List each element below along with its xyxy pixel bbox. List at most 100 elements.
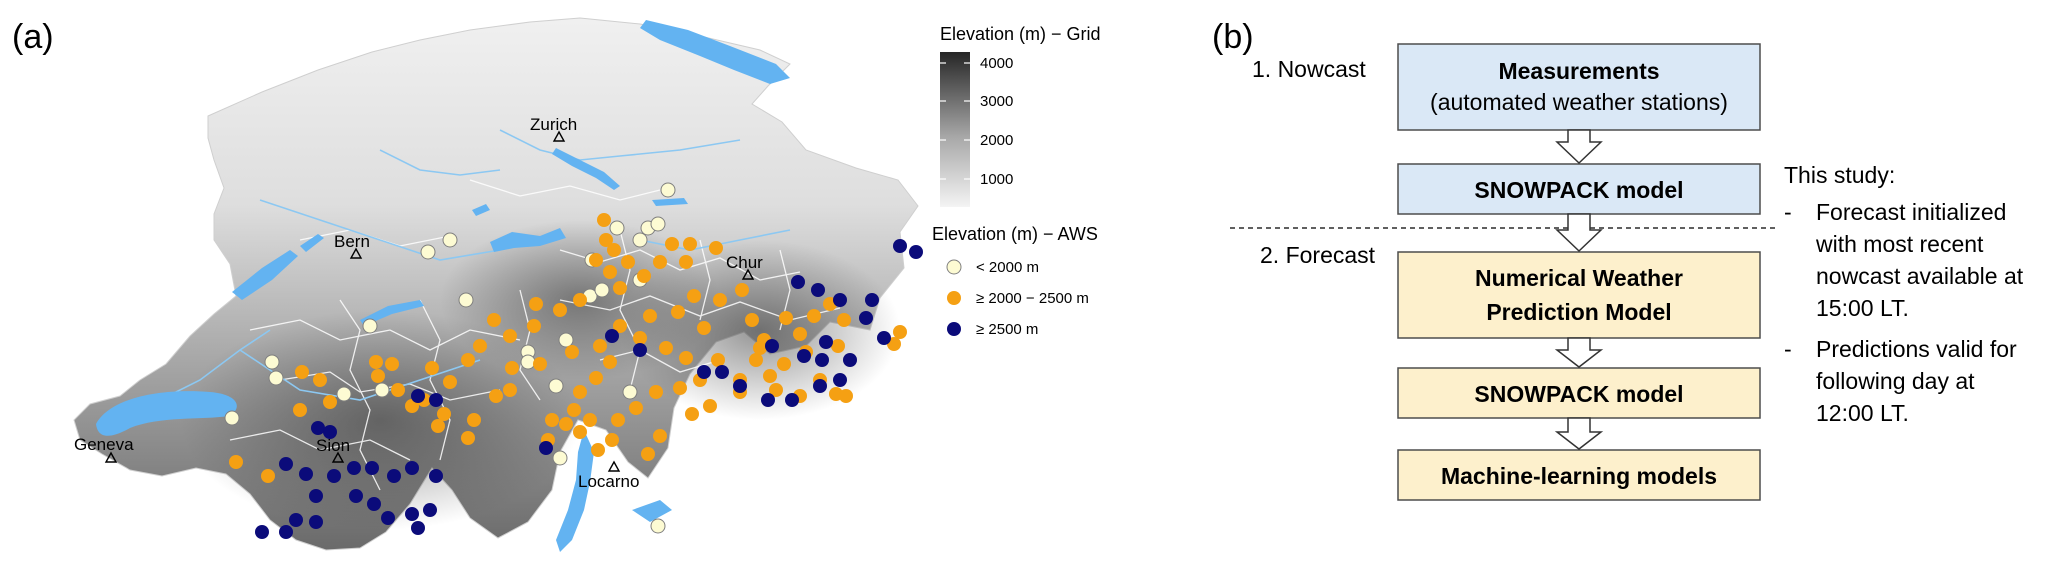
aws-station-high-marker <box>289 513 303 527</box>
aws-station-mid-marker <box>685 407 699 421</box>
aws-station-low-marker <box>552 450 568 466</box>
aws-stations <box>224 182 923 539</box>
aws-station-high-marker <box>697 365 711 379</box>
aws-station-low-marker <box>442 232 458 248</box>
aws-station-high-marker <box>893 239 907 253</box>
city-chur-triangle <box>741 268 755 280</box>
aws-station-mid-marker <box>777 357 791 371</box>
aws-station-mid-marker <box>589 253 603 267</box>
aws-station-mid-marker <box>565 345 579 359</box>
aws-station-mid-marker <box>505 361 519 375</box>
arrow-down-icon <box>1554 417 1604 450</box>
aws-station-mid-marker <box>567 403 581 417</box>
aws-station-mid-marker <box>597 213 611 227</box>
arrow-down-icon <box>1555 129 1603 165</box>
city-bern-label: Bern <box>334 232 370 251</box>
aws-station-mid-marker <box>591 443 605 457</box>
flow-arrows <box>1554 129 1604 450</box>
aws-station-high-marker <box>279 525 293 539</box>
city-sion: Sion <box>316 436 350 463</box>
aws-station-mid-marker <box>613 281 627 295</box>
nwp-title-line1: Numerical Weather <box>1475 265 1683 291</box>
aws-station-mid-marker <box>709 241 723 255</box>
aws-station-low-marker <box>622 384 638 400</box>
aws-station-mid-marker <box>461 353 475 367</box>
note-line: Predictions valid for <box>1816 336 2017 362</box>
colorbar-tick-label: 4000 <box>980 55 1013 72</box>
flow-box-snowpack-forecast: SNOWPACK model <box>1397 367 1761 419</box>
panel-b: (b) 1. Nowcast 2. Forecast Measurements … <box>1212 18 2024 501</box>
city-zurich: Zurich <box>530 115 577 142</box>
aws-station-mid-marker <box>369 355 383 369</box>
aws-station-mid-marker <box>839 389 853 403</box>
aws-station-high-marker <box>605 329 619 343</box>
aws-station-mid-marker <box>665 237 679 251</box>
nwp-title-line2: Prediction Model <box>1486 299 1671 325</box>
aws-station-mid-marker <box>679 351 693 365</box>
aws-station-mid-marker <box>573 425 587 439</box>
aws-station-mid-marker <box>711 353 725 367</box>
aws-station-high-marker <box>797 349 811 363</box>
aws-station-high-marker <box>311 421 325 435</box>
aws-station-mid-marker <box>687 289 701 303</box>
aws-station-high-marker <box>279 457 293 471</box>
aws-station-high-marker <box>349 489 363 503</box>
arrow-down-icon <box>1554 337 1604 368</box>
aws-station-high-marker <box>327 469 341 483</box>
aws-station-low-marker <box>362 318 378 334</box>
note-line: following day at <box>1816 368 1975 394</box>
aws-station-low-marker <box>558 332 574 348</box>
colorbar-tick-label: 2000 <box>980 132 1013 149</box>
aws-station-high-marker <box>791 275 805 289</box>
aws-station-mid-marker <box>229 455 243 469</box>
aws-station-mid-marker <box>683 237 697 251</box>
aws-station-high-marker <box>865 293 879 307</box>
aws-station-high-marker <box>633 343 647 357</box>
aws-station-mid-marker <box>779 311 793 325</box>
city-bern-triangle <box>349 247 363 259</box>
city-sion-triangle <box>331 451 345 463</box>
aws-station-low-marker <box>594 282 610 298</box>
aws-station-mid-marker <box>837 313 851 327</box>
city-geneva-triangle <box>104 451 118 463</box>
aws-station-mid-marker <box>473 339 487 353</box>
aws-station-mid-marker <box>593 339 607 353</box>
aws-station-high-marker <box>309 489 323 503</box>
aws-station-high-marker <box>423 503 437 517</box>
aws-station-mid-marker <box>431 419 445 433</box>
city-locarno-label: Locarno <box>578 472 639 491</box>
aws-station-mid-marker <box>643 309 657 323</box>
panel-a-label: (a) <box>12 18 54 56</box>
legend-label-low: < 2000 m <box>976 259 1039 276</box>
aws-station-high-marker <box>877 331 891 345</box>
aws-station-mid-marker <box>629 401 643 415</box>
aws-station-high-marker <box>733 379 747 393</box>
flow-box-ml: Machine-learning models <box>1397 449 1761 501</box>
panel-a: (a) <box>12 17 1101 552</box>
aws-station-mid-marker <box>807 309 821 323</box>
aws-station-low-marker <box>632 232 648 248</box>
note-line: 12:00 LT. <box>1816 400 1909 426</box>
aws-station-high-marker <box>539 441 553 455</box>
aws-station-mid-marker <box>763 369 777 383</box>
aws-station-high-marker <box>411 521 425 535</box>
aws-station-mid-marker <box>653 255 667 269</box>
aws-station-mid-marker <box>589 371 603 385</box>
aws-station-mid-marker <box>467 413 481 427</box>
lake-walen <box>652 198 688 206</box>
aws-station-mid-marker <box>573 385 587 399</box>
aws-station-mid-marker <box>745 313 759 327</box>
switzerland-map: Zurich Bern Chur Geneva Sion <box>73 17 923 552</box>
aws-station-mid-marker <box>371 369 385 383</box>
lake-biel <box>300 234 324 252</box>
city-sion-label: Sion <box>316 436 350 455</box>
aws-station-low-marker <box>264 354 280 370</box>
aws-station-mid-marker <box>713 293 727 307</box>
aws-station-mid-marker <box>613 319 627 333</box>
aws-station-mid-marker <box>553 303 567 317</box>
aws-station-mid-marker <box>527 319 541 333</box>
note-heading: This study: <box>1784 162 1895 188</box>
lake-constance <box>640 20 790 84</box>
aws-station-mid-marker <box>503 383 517 397</box>
